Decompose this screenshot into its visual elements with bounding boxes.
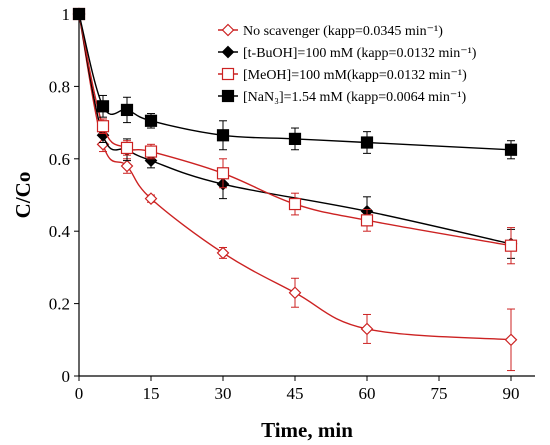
data-point <box>504 239 518 252</box>
y-tick-label: 1 <box>62 5 71 24</box>
y-axis-title: C/Co <box>11 172 35 219</box>
data-point <box>288 286 302 300</box>
data-point <box>360 322 374 336</box>
legend-marker <box>221 89 235 103</box>
data-point <box>360 136 374 149</box>
x-tick-label: 45 <box>287 384 304 403</box>
data-point <box>216 246 230 260</box>
series-4 <box>72 7 518 160</box>
data-point <box>288 197 302 211</box>
data-point <box>72 7 86 21</box>
data-point <box>504 143 518 156</box>
x-tick-label: 90 <box>503 384 520 403</box>
y-tick-label: 0.2 <box>49 295 70 314</box>
legend-label: [MeOH]=100 mM(kapp=0.0132 min⁻¹) <box>243 68 467 83</box>
data-point <box>504 333 518 347</box>
data-point <box>144 145 158 158</box>
x-tick-label: 75 <box>431 384 448 403</box>
legend-label: [NaN₃]=1.54 mM (kapp=0.0064 min⁻¹) <box>243 90 467 105</box>
legend-item-1: No scavenger (kapp=0.0345 min⁻¹) <box>218 23 443 39</box>
legend: No scavenger (kapp=0.0345 min⁻¹) [t-BuOH]… <box>218 23 477 105</box>
data-point <box>96 100 110 113</box>
data-point <box>288 132 302 145</box>
data-point <box>144 114 158 127</box>
legend-item-2: [t-BuOH]=100 mM (kapp=0.0132 min⁻¹) <box>218 45 477 61</box>
y-tick-label: 0.8 <box>49 77 70 96</box>
data-point <box>120 141 134 155</box>
data-point <box>96 120 110 133</box>
y-tick-label: 0 <box>62 367 71 386</box>
plot-area: 0 15 30 45 60 75 90 0 0.2 0.4 0.6 0.8 1 <box>49 5 535 403</box>
legend-item-4: [NaN₃]=1.54 mM (kapp=0.0064 min⁻¹) <box>218 89 467 105</box>
data-point <box>144 192 158 205</box>
x-tick-label: 60 <box>359 384 376 403</box>
x-axis-title: Time, min <box>261 418 353 442</box>
legend-marker <box>221 23 235 37</box>
y-tick-label: 0.4 <box>49 222 71 241</box>
y-tick-label: 0.6 <box>49 150 70 169</box>
legend-label: [t-BuOH]=100 mM (kapp=0.0132 min⁻¹) <box>243 46 477 61</box>
data-point <box>216 167 230 180</box>
x-tick-label: 30 <box>215 384 232 403</box>
data-point <box>120 103 134 117</box>
x-tick-label: 0 <box>75 384 84 403</box>
data-point <box>120 159 134 173</box>
series-1 <box>72 7 518 372</box>
legend-label: No scavenger (kapp=0.0345 min⁻¹) <box>243 24 443 39</box>
data-point <box>216 129 230 142</box>
legend-marker <box>221 67 235 81</box>
x-tick-label: 15 <box>143 384 160 403</box>
data-point <box>360 214 374 227</box>
legend-item-3: [MeOH]=100 mM(kapp=0.0132 min⁻¹) <box>218 67 467 83</box>
legend-marker <box>221 45 235 59</box>
